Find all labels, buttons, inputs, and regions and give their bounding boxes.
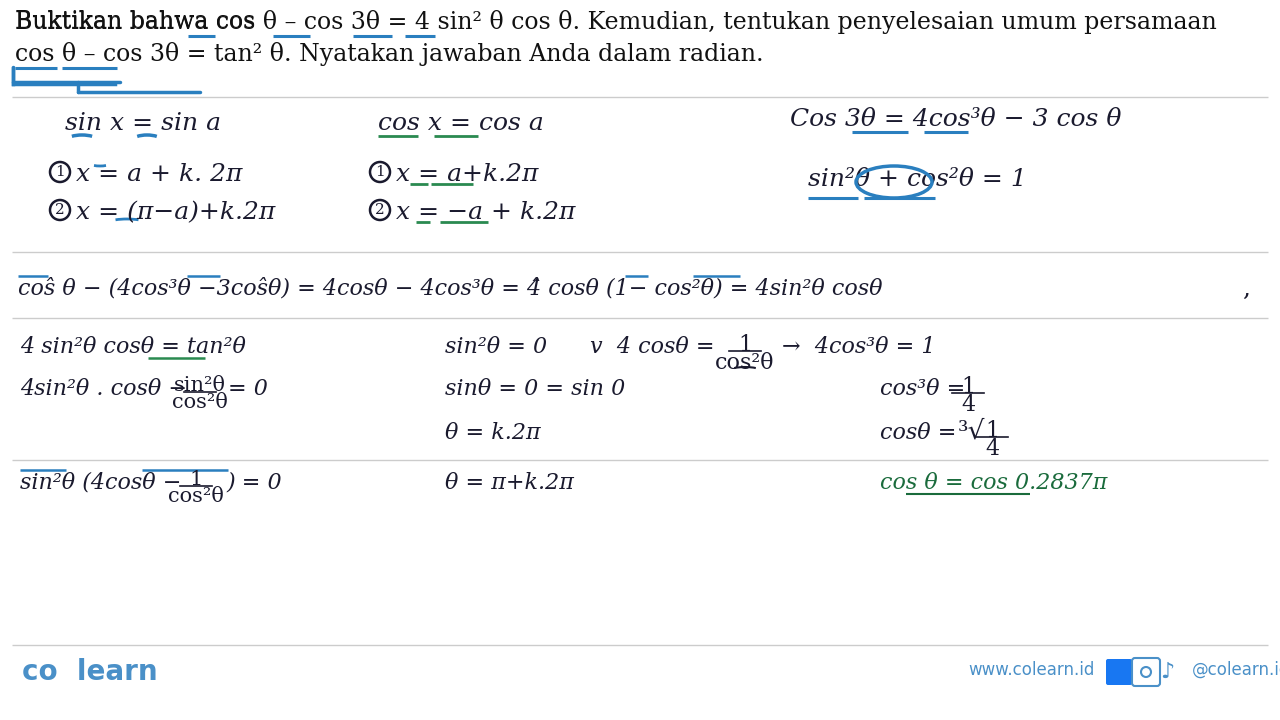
Text: x = (π−a)+k.2π: x = (π−a)+k.2π (76, 201, 275, 224)
Text: ,: , (1242, 278, 1251, 301)
Text: cos³θ =: cos³θ = (881, 378, 965, 400)
Text: sin x = sin a: sin x = sin a (65, 112, 221, 135)
Text: cosθ =: cosθ = (881, 422, 956, 444)
Text: sin²θ: sin²θ (174, 376, 227, 395)
Text: θ = k.2π: θ = k.2π (445, 422, 540, 444)
Text: ) = 0: ) = 0 (227, 472, 282, 494)
Text: sin²θ (4cosθ −: sin²θ (4cosθ − (20, 472, 182, 494)
Text: www.colearn.id: www.colearn.id (968, 661, 1094, 679)
Text: sin²θ + cos²θ = 1: sin²θ + cos²θ = 1 (808, 168, 1027, 191)
Text: ³√: ³√ (957, 419, 986, 444)
Text: sin²θ = 0: sin²θ = 0 (445, 336, 547, 358)
Text: 4: 4 (961, 394, 975, 416)
Text: = 0: = 0 (228, 378, 268, 400)
Text: sinθ = 0 = sin 0: sinθ = 0 = sin 0 (445, 378, 625, 400)
Text: 2: 2 (55, 203, 65, 217)
Text: 4: 4 (984, 438, 1000, 460)
Text: 1: 1 (189, 470, 202, 489)
Text: 1: 1 (984, 420, 1000, 442)
Text: @colearn.id: @colearn.id (1192, 661, 1280, 679)
Text: 2: 2 (375, 203, 385, 217)
Text: Cos 3θ = 4cos³θ − 3 cos θ: Cos 3θ = 4cos³θ − 3 cos θ (790, 108, 1121, 131)
Text: 1: 1 (961, 376, 975, 398)
Text: Buktikan bahwa cos: Buktikan bahwa cos (15, 10, 262, 33)
Text: co  learn: co learn (22, 658, 157, 686)
Text: cos θ – cos 3θ = tan² θ. Nyatakan jawaban Anda dalam radian.: cos θ – cos 3θ = tan² θ. Nyatakan jawaba… (15, 42, 764, 66)
Text: 1: 1 (375, 165, 385, 179)
Text: x = −a + k.2π: x = −a + k.2π (396, 201, 576, 224)
FancyBboxPatch shape (1106, 659, 1132, 685)
Text: →  4cos³θ = 1: → 4cos³θ = 1 (782, 336, 936, 358)
Text: cos θ = cos 0.2837π: cos θ = cos 0.2837π (881, 472, 1107, 494)
Text: 4sin²θ . cosθ −: 4sin²θ . cosθ − (20, 378, 187, 400)
Text: θ = π+k.2π: θ = π+k.2π (445, 472, 573, 494)
Text: f: f (1115, 663, 1123, 681)
Text: cos x = cos a: cos x = cos a (378, 112, 544, 135)
Text: 4 sin²θ cosθ = tan²θ: 4 sin²θ cosθ = tan²θ (20, 336, 246, 358)
Text: cos²θ: cos²θ (172, 393, 228, 412)
Text: x = a + k. 2π: x = a + k. 2π (76, 163, 242, 186)
Text: cos²θ: cos²θ (716, 352, 774, 374)
Text: v  4 cosθ =: v 4 cosθ = (590, 336, 714, 358)
Text: Buktikan bahwa cos θ – cos 3θ = 4 sin² θ cos θ. Kemudian, tentukan penyelesaian : Buktikan bahwa cos θ – cos 3θ = 4 sin² θ… (15, 10, 1217, 34)
Text: x = a+k.2π: x = a+k.2π (396, 163, 539, 186)
Text: cos²θ: cos²θ (168, 487, 224, 506)
Text: ♪: ♪ (1160, 662, 1174, 682)
Text: 1: 1 (55, 165, 65, 179)
Text: coŝ θ − (4cos³θ −3coŝθ) = 4cosθ − 4cos³θ = 4̂ cosθ (1− cos²θ) = 4sin²θ cosθ: coŝ θ − (4cos³θ −3coŝθ) = 4cosθ − 4cos… (18, 278, 882, 300)
Text: 1: 1 (739, 334, 753, 356)
